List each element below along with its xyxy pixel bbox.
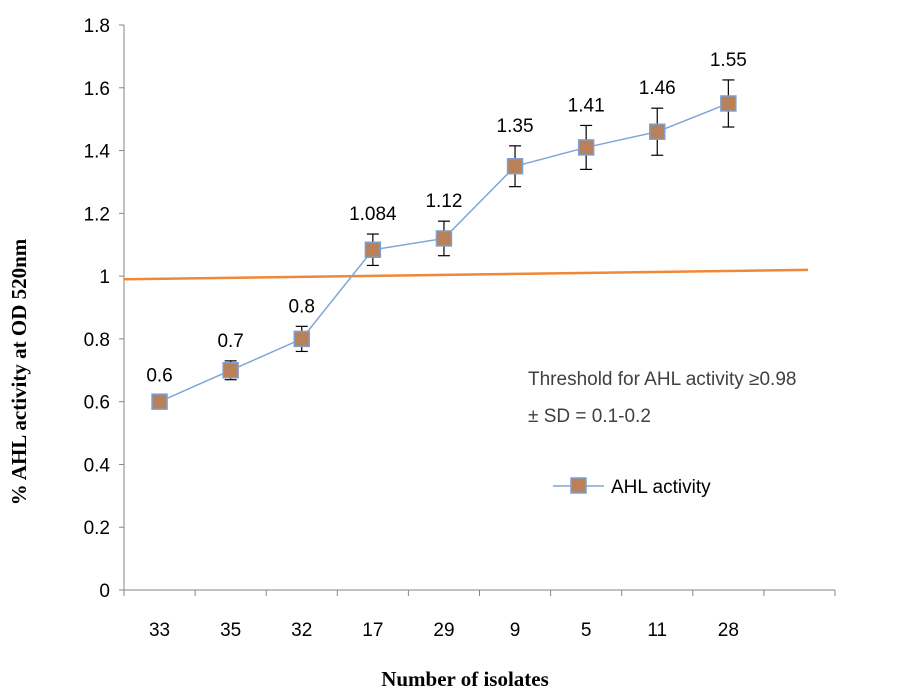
x-tick-label: 28 bbox=[718, 620, 739, 641]
data-label: 1.55 bbox=[710, 50, 747, 71]
y-axis-title: % AHL activity at OD 520nm bbox=[7, 238, 31, 505]
x-tick-label: 9 bbox=[510, 620, 521, 641]
axes: 0 0.2 0.4 0.6 0.8 1 1.2 1.4 1.6 1.8 33 35 32 17 29 9 5 11… bbox=[84, 16, 836, 641]
data-point bbox=[506, 158, 524, 175]
legend-marker-swatch bbox=[570, 477, 587, 494]
data-point bbox=[435, 230, 453, 247]
data-label: 1.46 bbox=[639, 78, 676, 99]
data-labels-layer: 0.6 0.7 0.8 1.084 1.12 1.35 1.41 1.46 1.55 bbox=[146, 50, 747, 386]
data-point bbox=[649, 123, 666, 140]
threshold-annotation-line-1: Threshold for AHL activity ≥0.98 bbox=[528, 369, 796, 390]
x-tick-label: 17 bbox=[362, 620, 383, 641]
data-label: 1.12 bbox=[425, 191, 462, 212]
y-tick-label: 1.4 bbox=[84, 142, 111, 163]
data-point bbox=[720, 95, 737, 112]
y-tick-label: 1.8 bbox=[84, 16, 110, 37]
threshold-line-layer bbox=[123, 268, 809, 281]
data-point bbox=[222, 362, 239, 379]
data-label: 0.8 bbox=[289, 296, 315, 317]
data-label: 1.41 bbox=[568, 95, 605, 116]
threshold-annotation-line-2: ± SD = 0.1-0.2 bbox=[528, 406, 651, 427]
x-axis-title: Number of isolates bbox=[381, 667, 549, 691]
y-tick-label: 1.6 bbox=[84, 79, 110, 100]
x-tick-label: 33 bbox=[149, 620, 170, 641]
data-point bbox=[151, 393, 168, 410]
y-tick-label: 0.4 bbox=[84, 455, 111, 476]
y-tick-label: 0.6 bbox=[84, 393, 110, 414]
data-label: 0.7 bbox=[217, 331, 243, 352]
data-point bbox=[577, 139, 595, 156]
x-tick-label: 5 bbox=[581, 620, 592, 641]
data-label: 0.6 bbox=[146, 365, 172, 386]
x-tick-label: 32 bbox=[291, 620, 312, 641]
y-tick-label: 1 bbox=[99, 267, 110, 288]
x-tick-label: 29 bbox=[433, 620, 454, 641]
data-point bbox=[364, 241, 382, 258]
series-layer bbox=[151, 79, 737, 410]
y-tick-label: 0 bbox=[99, 581, 110, 602]
legend-label: AHL activity bbox=[611, 477, 711, 498]
y-tick-label: 0.2 bbox=[84, 518, 110, 539]
data-point bbox=[293, 330, 310, 348]
threshold-line bbox=[123, 268, 809, 281]
data-label: 1.084 bbox=[349, 204, 397, 225]
y-tick-label: 0.8 bbox=[84, 330, 110, 351]
legend: AHL activity bbox=[553, 477, 711, 498]
y-tick-label: 1.2 bbox=[84, 204, 110, 225]
x-tick-label: 35 bbox=[220, 620, 241, 641]
data-label: 1.35 bbox=[497, 116, 534, 137]
x-tick-label: 11 bbox=[647, 620, 667, 641]
